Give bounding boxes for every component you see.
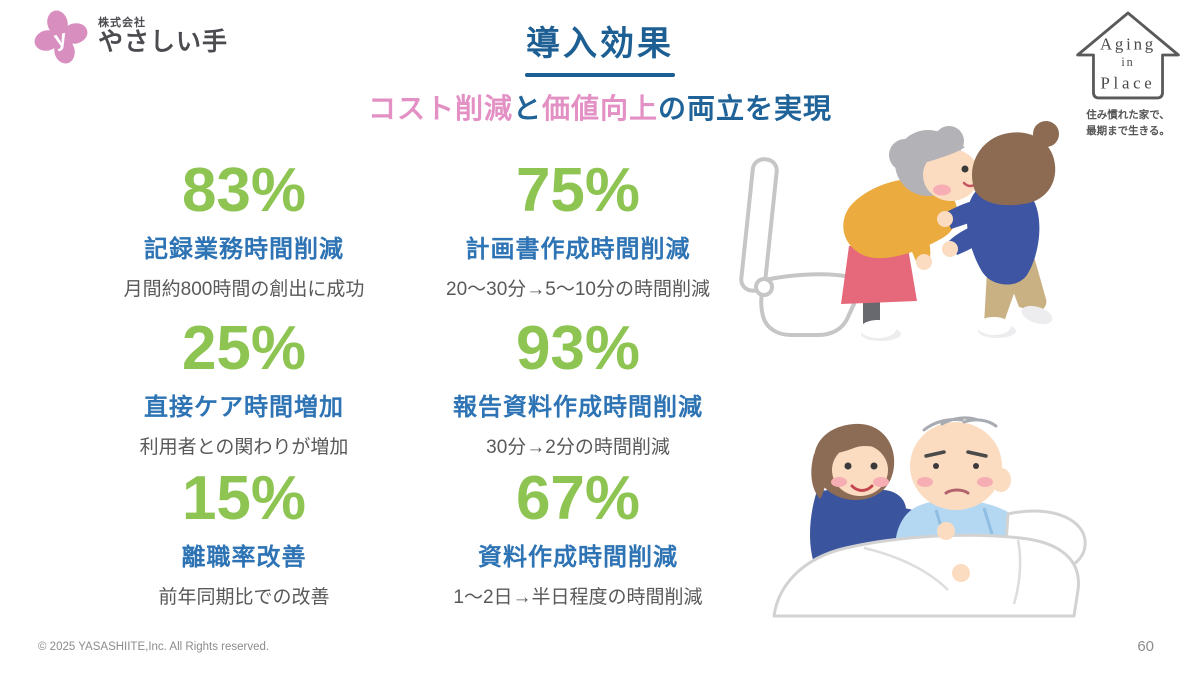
- aging-line3: Place: [1100, 74, 1155, 93]
- toilet-assist-illustration: [739, 121, 1059, 341]
- aging-in-place-logo: Aging in Place 住み慣れた家で、 最期まで生きる。: [1068, 8, 1188, 140]
- company-prefix: 株式会社: [98, 17, 146, 30]
- company-name: やさしい手: [98, 28, 229, 57]
- title-block: 導入効果 コスト削減と価値向上の両立を実現: [0, 16, 1200, 127]
- page-title: 導入効果: [526, 25, 674, 63]
- stat-detail: 利用者との関わりが増加: [139, 437, 349, 458]
- stat-detail: 月間約800時間の創出に成功: [123, 279, 365, 300]
- slide-subtitle: コスト削減と価値向上の両立を実現: [0, 87, 1200, 127]
- aging-tagline-1: 住み慣れた家で、: [1086, 109, 1170, 121]
- subtitle-segment: の両立を実現: [658, 93, 833, 124]
- title-underline: [525, 73, 675, 77]
- subtitle-segment: と: [512, 93, 542, 124]
- stat-detail: 1〜2日→半日程度の時間削減: [453, 587, 703, 608]
- house-icon: Aging in Place: [1076, 11, 1180, 100]
- stat-turnover-improvement: 15% 離職率改善 前年同期比での改善: [74, 468, 414, 609]
- copyright-text: © 2025 YASASHIITE,Inc. All Rights reserv…: [38, 641, 270, 653]
- stat-direct-care-increase: 25% 直接ケア時間増加 利用者との関わりが増加: [74, 318, 414, 459]
- subtitle-segment: コスト削減: [367, 93, 513, 124]
- stat-record-work-reduction: 83% 記録業務時間削減 月間約800時間の創出に成功: [74, 160, 414, 301]
- stat-value: 83%: [181, 156, 307, 225]
- stat-detail: 前年同期比での改善: [158, 587, 330, 608]
- stat-detail: 30分→2分の時間削減: [486, 437, 670, 458]
- stat-report-doc-reduction: 93% 報告資料作成時間削減 30分→2分の時間削減: [408, 318, 748, 459]
- aging-line1: Aging: [1100, 34, 1156, 53]
- aging-line2: in: [1121, 55, 1134, 69]
- caregiver-figure: [937, 121, 1059, 338]
- aging-tagline-2: 最期まで生きる。: [1086, 124, 1170, 137]
- stat-plan-doc-reduction: 75% 計画書作成時間削減 20〜30分→5〜10分の時間削減: [408, 160, 748, 301]
- stat-value: 25%: [181, 314, 307, 383]
- elderly-woman-figure: [841, 126, 979, 341]
- stat-label: 資料作成時間削減: [478, 544, 678, 571]
- company-logo: y 株式会社 やさしい手: [32, 10, 228, 64]
- stat-material-creation-reduction: 67% 資料作成時間削減 1〜2日→半日程度の時間削減: [408, 468, 748, 609]
- stat-value: 93%: [515, 314, 641, 383]
- stat-detail: 20〜30分→5〜10分の時間削減: [446, 279, 710, 300]
- stat-label: 報告資料作成時間削減: [453, 394, 703, 421]
- yasashiite-flower-icon: y: [34, 10, 88, 64]
- stat-value: 67%: [515, 464, 641, 533]
- stat-value: 75%: [515, 156, 641, 225]
- page-number: 60: [1137, 638, 1154, 655]
- stat-label: 直接ケア時間増加: [144, 394, 344, 421]
- stat-label: 記録業務時間削減: [144, 236, 344, 263]
- bed-blanket: [772, 509, 1087, 618]
- stat-value: 15%: [181, 464, 307, 533]
- stat-label: 離職率改善: [181, 544, 307, 571]
- stat-label: 計画書作成時間削減: [465, 236, 691, 263]
- bed-care-illustration: [772, 416, 1087, 618]
- subtitle-segment: 価値向上: [542, 93, 659, 124]
